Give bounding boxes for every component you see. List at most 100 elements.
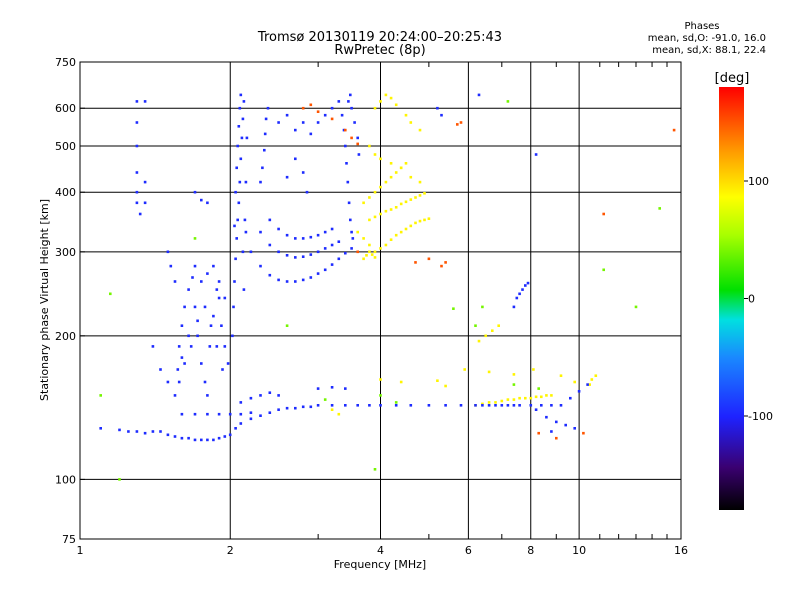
data-point (228, 412, 232, 416)
data-point (594, 374, 598, 377)
data-point (487, 401, 491, 404)
data-point (373, 215, 377, 219)
data-point (340, 113, 344, 117)
data-point (373, 250, 377, 254)
y-tick-label-200: 200 (55, 330, 76, 343)
data-point (143, 201, 147, 205)
data-point (323, 247, 327, 250)
x-tick-label-4: 4 (377, 544, 384, 557)
data-point (345, 162, 348, 165)
data-point (206, 412, 209, 416)
data-point (99, 394, 102, 397)
data-point (268, 391, 272, 394)
data-point (518, 404, 521, 407)
data-point (481, 404, 484, 407)
phases-header: Phases (684, 21, 720, 32)
data-point (418, 180, 422, 184)
data-point (337, 100, 341, 103)
data-point (521, 288, 524, 291)
data-point (285, 406, 289, 410)
data-point (309, 235, 313, 239)
data-point (212, 438, 215, 442)
data-point (427, 404, 431, 407)
data-point (180, 356, 184, 359)
data-point (577, 390, 581, 393)
data-point (244, 230, 248, 234)
data-point (200, 280, 203, 283)
data-point (285, 113, 289, 117)
data-point (135, 190, 139, 194)
data-point (239, 157, 243, 161)
data-point (389, 208, 393, 211)
data-point (404, 162, 408, 165)
data-point (212, 314, 215, 318)
data-point (169, 264, 173, 268)
data-point (353, 121, 356, 124)
data-point (301, 255, 305, 258)
data-point (404, 200, 408, 204)
data-point (235, 166, 238, 170)
data-point (590, 378, 594, 381)
phases-x-line: mean, sd,X: 88.1, 22.4 (652, 45, 766, 56)
data-point (384, 93, 388, 97)
data-point (368, 218, 371, 222)
data-point (394, 401, 398, 404)
data-point (234, 427, 237, 430)
data-point (491, 329, 494, 332)
data-point (309, 405, 313, 409)
data-point (518, 396, 521, 400)
data-point (555, 420, 558, 424)
data-point (294, 406, 297, 410)
data-point (350, 136, 353, 140)
data-point (193, 305, 197, 309)
data-point (135, 201, 139, 205)
data-point (236, 144, 239, 148)
data-point (217, 280, 221, 283)
data-point (294, 256, 297, 259)
data-point (212, 264, 215, 268)
data-point (259, 414, 262, 417)
data-point (118, 428, 121, 432)
data-point (316, 110, 320, 113)
data-point (373, 153, 377, 156)
data-point (285, 175, 289, 179)
data-point (223, 435, 227, 438)
data-point (357, 153, 361, 156)
data-point (301, 405, 305, 409)
data-point (261, 166, 264, 170)
data-point (228, 433, 232, 437)
data-point (237, 125, 241, 128)
data-point (379, 185, 382, 189)
data-point (143, 431, 147, 435)
data-point (540, 395, 543, 399)
data-point (180, 412, 184, 416)
y-axis-ticks: 75 100 200 300 400 500 600 750 (55, 56, 85, 546)
data-point (99, 427, 102, 430)
data-point (173, 435, 177, 438)
data-point (409, 121, 413, 124)
data-point (497, 324, 500, 327)
data-point (389, 96, 393, 100)
data-point (526, 281, 530, 285)
data-point (206, 438, 209, 442)
data-point (537, 431, 540, 435)
data-point (512, 383, 516, 386)
data-point (384, 180, 388, 184)
data-point (349, 93, 352, 97)
data-point (463, 368, 466, 371)
data-point (559, 404, 563, 407)
data-point (436, 106, 439, 110)
data-point (506, 398, 510, 401)
data-point (301, 171, 305, 174)
data-point (268, 411, 272, 414)
data-point (444, 384, 447, 388)
phases-o-line: mean, sd,O: -91.0, 16.0 (647, 33, 766, 44)
data-point (323, 113, 327, 117)
data-point (347, 201, 351, 205)
data-point (474, 324, 477, 327)
y-tick-label-500: 500 (55, 140, 76, 153)
data-point (487, 370, 491, 374)
data-point (506, 404, 510, 407)
data-point (459, 404, 463, 407)
data-point (189, 345, 193, 348)
